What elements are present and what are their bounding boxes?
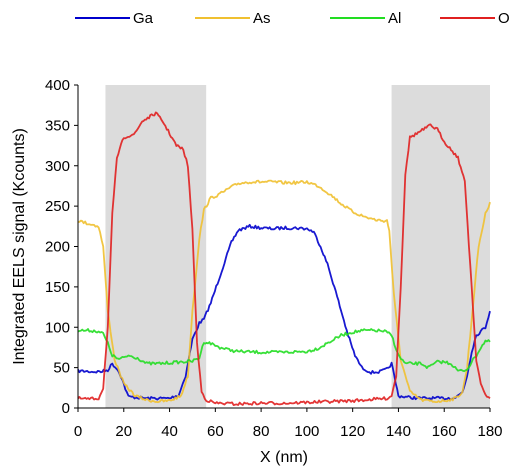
shaded-region-1 bbox=[391, 85, 490, 408]
y-tick-label: 200 bbox=[45, 239, 70, 256]
x-tick-label: 0 bbox=[74, 423, 82, 440]
y-tick-label: 350 bbox=[45, 117, 70, 134]
legend-label-O: O bbox=[498, 10, 510, 27]
series-line-Al bbox=[77, 328, 491, 373]
tick-labels: 0 50 100 150 200 250 300 350 400 0 20 40 60 80 100 120 1… bbox=[45, 77, 503, 440]
axes bbox=[74, 84, 491, 412]
shaded-regions bbox=[105, 85, 490, 408]
x-tick-label: 140 bbox=[386, 423, 411, 440]
x-tick-label: 120 bbox=[340, 423, 365, 440]
legend-label-As: As bbox=[253, 10, 271, 27]
legend: Ga As Al O bbox=[75, 10, 510, 27]
x-tick-label: 100 bbox=[294, 423, 319, 440]
x-tick-label: 20 bbox=[115, 423, 132, 440]
x-axis-title: X (nm) bbox=[260, 449, 308, 466]
legend-label-Al: Al bbox=[388, 10, 401, 27]
x-tick-label: 180 bbox=[477, 423, 502, 440]
legend-label-Ga: Ga bbox=[133, 10, 154, 27]
y-axis-title: Integrated EELS signal (Kcounts) bbox=[11, 128, 28, 365]
y-tick-label: 100 bbox=[45, 319, 70, 336]
y-tick-label: 250 bbox=[45, 198, 70, 215]
series-line-O bbox=[77, 111, 491, 407]
y-tick-label: 300 bbox=[45, 158, 70, 175]
x-tick-label: 60 bbox=[207, 423, 224, 440]
y-tick-label: 150 bbox=[45, 279, 70, 296]
y-tick-label: 50 bbox=[53, 360, 70, 377]
series-line-Ga bbox=[77, 223, 491, 401]
y-tick-label: 400 bbox=[45, 77, 70, 94]
series-line-As bbox=[77, 179, 491, 404]
series-lines bbox=[77, 111, 491, 407]
x-tick-label: 40 bbox=[161, 423, 178, 440]
x-tick-label: 160 bbox=[432, 423, 457, 440]
shaded-region-0 bbox=[105, 85, 207, 408]
x-tick-label: 80 bbox=[253, 423, 270, 440]
y-tick-label: 0 bbox=[62, 400, 70, 417]
